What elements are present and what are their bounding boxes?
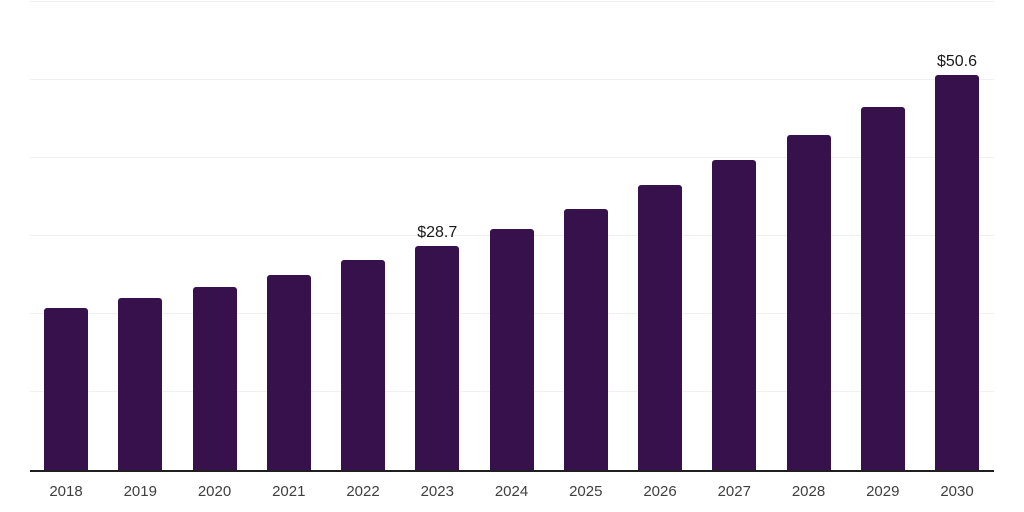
x-tick-label-2030: 2030 — [940, 483, 974, 500]
bar-2027 — [712, 159, 757, 470]
x-tick-label-2027: 2027 — [717, 483, 751, 500]
x-tick-label-2019: 2019 — [123, 483, 157, 500]
data-label-2030: $50.6 — [936, 53, 978, 71]
x-tick-label-2021: 2021 — [272, 483, 306, 500]
x-axis-labels: 2018 2019 2020 2021 2022 2023 2024 2025 2026 2027… — [30, 482, 994, 502]
bar-2029 — [860, 106, 905, 470]
x-tick-label-2018: 2018 — [49, 483, 83, 500]
x-tick-label-2026: 2026 — [643, 483, 677, 500]
bar-2019 — [118, 297, 163, 470]
bar-2021 — [266, 275, 311, 470]
data-label-2023: $28.7 — [417, 224, 458, 242]
bar-2018 — [44, 307, 88, 470]
gridline-50 — [30, 79, 994, 80]
bar-2023: $28.7 — [415, 224, 460, 470]
bar-2030: $50.6 — [935, 53, 979, 470]
x-tick-label-2024: 2024 — [494, 483, 529, 500]
x-tick-label-2025: 2025 — [569, 483, 603, 500]
x-tick-label-2023: 2023 — [420, 483, 454, 500]
x-tick-label-2022: 2022 — [346, 483, 380, 500]
gridline-40 — [30, 157, 994, 159]
bar-2022 — [341, 260, 385, 470]
bar-2028 — [786, 134, 831, 470]
bar-2025 — [563, 208, 608, 470]
x-tick-label-2020: 2020 — [197, 483, 232, 500]
gridline-60 — [30, 1, 994, 2]
x-tick-label-2029: 2029 — [866, 483, 900, 500]
bar-2024 — [489, 228, 534, 470]
bar-2020 — [192, 286, 237, 470]
bar-2026 — [638, 184, 682, 470]
bar-series: $28.7 $50.6 — [30, 2, 994, 470]
x-tick-label-2028: 2028 — [791, 483, 826, 500]
plot-area: $28.7 $50.6 — [30, 1, 994, 472]
